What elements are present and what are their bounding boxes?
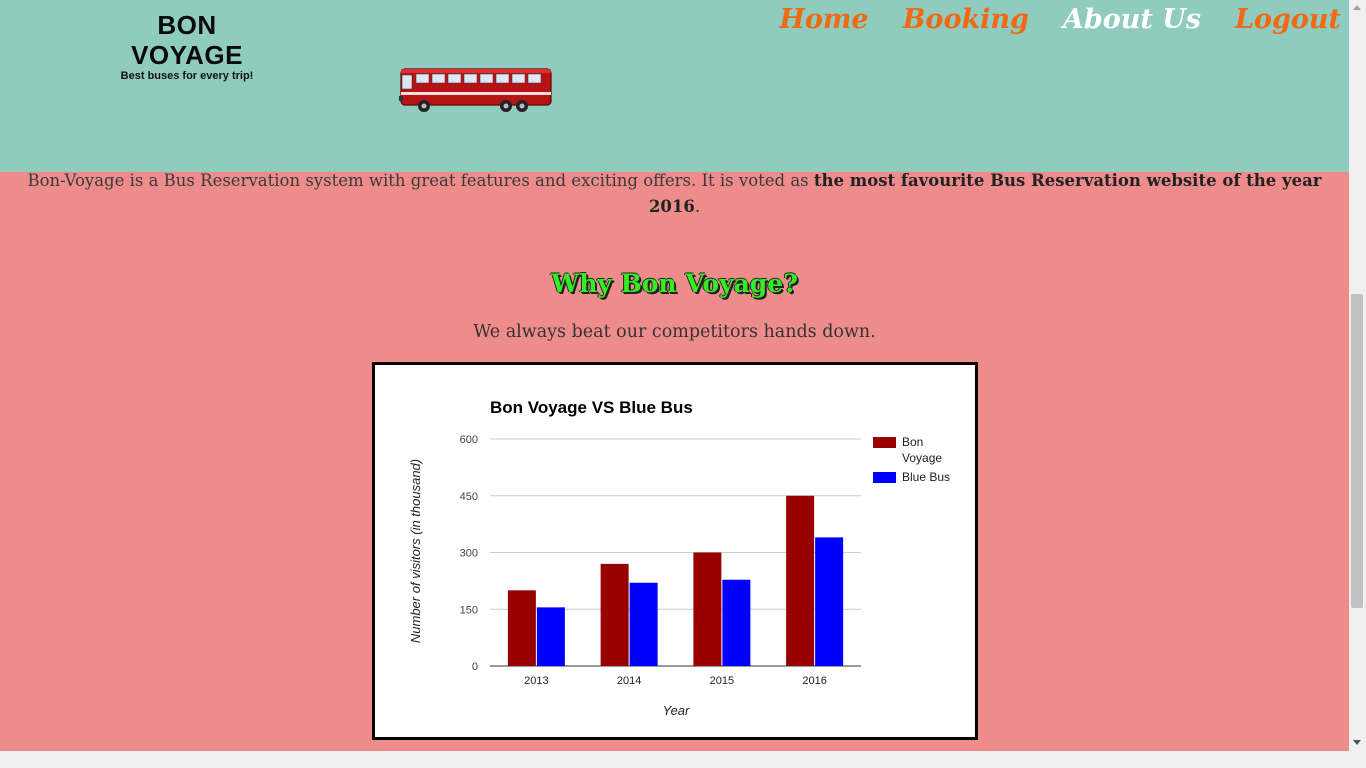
bus-icon	[399, 68, 552, 112]
bar-blue-bus	[722, 579, 751, 666]
why-heading: Why Bon Voyage?	[551, 269, 798, 298]
bar-bon-voyage	[600, 563, 629, 666]
x-axis-label: Year	[663, 703, 690, 718]
y-tick-label: 450	[460, 491, 478, 503]
chart-title: Bon Voyage VS Blue Bus	[490, 398, 693, 417]
y-tick-label: 600	[460, 434, 478, 446]
legend-swatch-blue-bus	[873, 472, 896, 483]
horizontal-scrollbar[interactable]	[0, 751, 1366, 768]
nav-booking[interactable]: Booking	[902, 4, 1029, 35]
x-tick-label: 2015	[710, 675, 734, 687]
why-subtext: We always beat our competitors hands dow…	[473, 322, 876, 342]
intro-text: Bon-Voyage is a Bus Reservation system w…	[0, 168, 1349, 220]
brand-tagline: Best buses for every trip!	[120, 70, 254, 82]
main-nav: Home Booking About Us Logout	[745, 0, 1341, 40]
nav-logout[interactable]: Logout	[1235, 4, 1341, 35]
brand-title: BON VOYAGE	[131, 10, 243, 70]
legend-swatch-bon-voyage	[873, 437, 896, 448]
y-tick-label: 150	[460, 604, 478, 616]
bar-bon-voyage	[507, 590, 536, 666]
x-tick-label: 2014	[617, 675, 641, 687]
visitors-bar-chart: Bon Voyage VS Blue Bus Number of visitor…	[408, 398, 950, 718]
chart-container: Bon Voyage VS Blue Bus Number of visitor…	[372, 362, 978, 740]
scroll-thumb[interactable]	[1351, 294, 1363, 608]
y-axis-label: Number of visitors (in thousand)	[408, 459, 423, 643]
nav-about-us[interactable]: About Us	[1062, 4, 1202, 35]
bar-bon-voyage	[693, 552, 722, 666]
y-tick-label: 0	[472, 661, 478, 673]
nav-home[interactable]: Home	[779, 4, 869, 35]
site-header: BON VOYAGE Best buses for every trip! Ho…	[0, 0, 1349, 172]
intro-end: .	[694, 197, 701, 216]
intro-body: Bon-Voyage is a Bus Reservation system w…	[27, 171, 814, 190]
legend-label-blue-bus: Blue Bus	[902, 470, 950, 484]
bar-blue-bus	[629, 582, 658, 666]
x-tick-label: 2016	[802, 675, 826, 687]
y-tick-label: 300	[460, 548, 478, 560]
intro-highlight: the most favourite Bus Reservation websi…	[648, 171, 1322, 216]
scroll-up-icon[interactable]	[1353, 5, 1361, 10]
bar-blue-bus	[536, 607, 565, 666]
x-tick-label: 2013	[524, 675, 548, 687]
vertical-scrollbar[interactable]	[1349, 0, 1366, 751]
bar-blue-bus	[815, 537, 844, 666]
bar-bon-voyage	[786, 495, 815, 666]
brand[interactable]: BON VOYAGE Best buses for every trip!	[100, 10, 274, 82]
scroll-down-icon[interactable]	[1353, 740, 1361, 745]
legend-label-bon-voyage: Bon Voyage	[902, 435, 942, 465]
